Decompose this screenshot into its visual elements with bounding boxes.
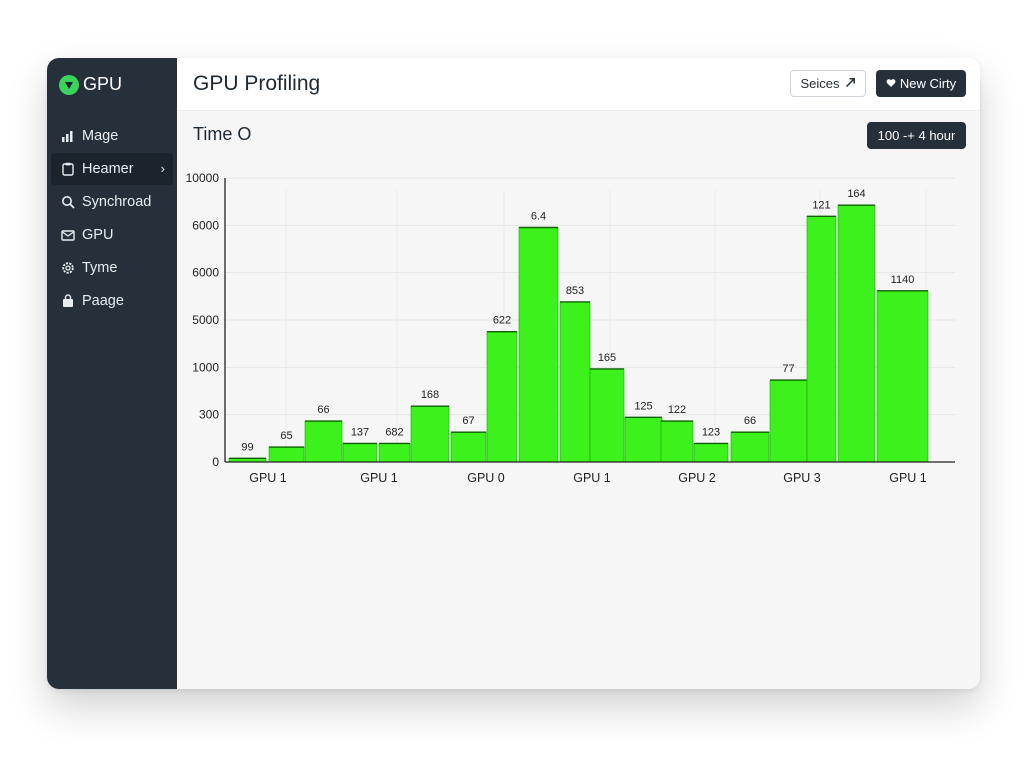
new-cirty-button[interactable]: New Cirty [876, 70, 966, 97]
y-tick-label: 300 [199, 408, 219, 422]
bar [730, 431, 770, 463]
y-tick-label: 6000 [192, 266, 219, 280]
x-tick-label: GPU 1 [889, 471, 927, 485]
app-window: GPU Mage Heamer › Synchroad [47, 58, 980, 689]
data-label: 66 [744, 415, 756, 427]
data-label: 165 [598, 352, 616, 364]
data-label: 622 [493, 315, 511, 327]
main-panel: GPU Profiling Seices New Cirty Time O 10… [177, 58, 980, 689]
sidebar-item-tyme[interactable]: Tyme [51, 252, 173, 284]
bag-icon [61, 294, 75, 308]
search-icon [61, 195, 75, 209]
data-label: 137 [351, 426, 369, 438]
data-label: 65 [280, 430, 292, 442]
brand[interactable]: GPU [59, 74, 122, 95]
bar [304, 420, 343, 463]
y-tick-label: 1000 [192, 360, 219, 374]
bar-chart: 10000 6000 6000 5000 1000 300 0 99 65 66 137 682 168… [186, 171, 955, 485]
chevron-right-icon: › [160, 161, 165, 176]
y-tick-label: 5000 [192, 313, 219, 327]
bar [410, 405, 450, 463]
x-tick-label: GPU 0 [467, 471, 505, 485]
bar [876, 290, 929, 463]
bar [450, 431, 487, 463]
data-label: 6.4 [531, 211, 546, 223]
bar [660, 420, 694, 463]
sidebar-item-label: Tyme [82, 260, 118, 276]
bar [559, 301, 591, 463]
seices-button[interactable]: Seices [790, 70, 866, 97]
bar [342, 443, 378, 463]
sidebar-item-label: Paage [82, 293, 124, 309]
y-tick-label: 6000 [192, 218, 219, 232]
data-label: 66 [317, 404, 329, 416]
bar [589, 368, 625, 463]
bar [518, 227, 559, 463]
sidebar-item-label: GPU [82, 227, 114, 243]
sidebar-item-label: Heamer [82, 161, 134, 177]
sidebar: GPU Mage Heamer › Synchroad [47, 58, 177, 689]
data-label: 168 [421, 389, 439, 401]
bar [806, 216, 837, 463]
time-range-button[interactable]: 100 -+ 4 hour [867, 122, 966, 149]
sidebar-item-heamer[interactable]: Heamer › [51, 153, 173, 185]
sidebar-nav: Mage Heamer › Synchroad GPU [47, 120, 177, 318]
sidebar-item-label: Mage [82, 128, 119, 144]
new-cirty-button-label: New Cirty [899, 76, 957, 91]
data-label: 67 [462, 415, 474, 427]
data-label: 125 [634, 400, 652, 412]
data-label: 121 [812, 199, 830, 211]
y-tick-label: 10000 [186, 171, 220, 185]
arrow-up-right-icon [845, 76, 856, 91]
data-label: 99 [241, 441, 253, 453]
y-tick-label: 0 [212, 455, 219, 469]
header: GPU Profiling Seices New Cirty [177, 58, 980, 111]
x-tick-label: GPU 2 [678, 471, 716, 485]
bar [486, 331, 518, 463]
page-title: GPU Profiling [193, 72, 321, 95]
x-tick-label: GPU 3 [783, 471, 821, 485]
x-tick-label: GPU 1 [573, 471, 611, 485]
data-label: 164 [847, 188, 865, 200]
sidebar-item-synchroad[interactable]: Synchroad [51, 186, 173, 218]
sidebar-item-paage[interactable]: Paage [51, 285, 173, 317]
bar [624, 417, 663, 463]
clipboard-icon [61, 162, 75, 176]
bar-chart-icon [61, 129, 75, 143]
mail-icon [61, 228, 75, 242]
brand-name: GPU [83, 74, 123, 94]
bar [268, 446, 305, 463]
bar [378, 443, 411, 463]
bar [837, 204, 876, 463]
bar [769, 379, 808, 463]
sidebar-item-label: Synchroad [82, 194, 152, 210]
data-label: 123 [702, 426, 720, 438]
heart-icon [886, 76, 896, 91]
x-tick-label: GPU 1 [249, 471, 287, 485]
gear-icon [61, 261, 75, 275]
data-label: 77 [782, 363, 794, 375]
data-label: 853 [566, 285, 584, 297]
sidebar-item-mage[interactable]: Mage [51, 120, 173, 152]
seices-button-label: Seices [800, 76, 840, 91]
x-tick-label: GPU 1 [360, 471, 398, 485]
data-label: 122 [668, 404, 686, 416]
data-label: 1140 [891, 274, 915, 286]
sidebar-item-gpu[interactable]: GPU [51, 219, 173, 251]
data-label: 682 [385, 426, 403, 438]
gpu-logo-icon [59, 74, 79, 95]
section-title: Time O [193, 124, 252, 144]
bar [693, 443, 729, 463]
